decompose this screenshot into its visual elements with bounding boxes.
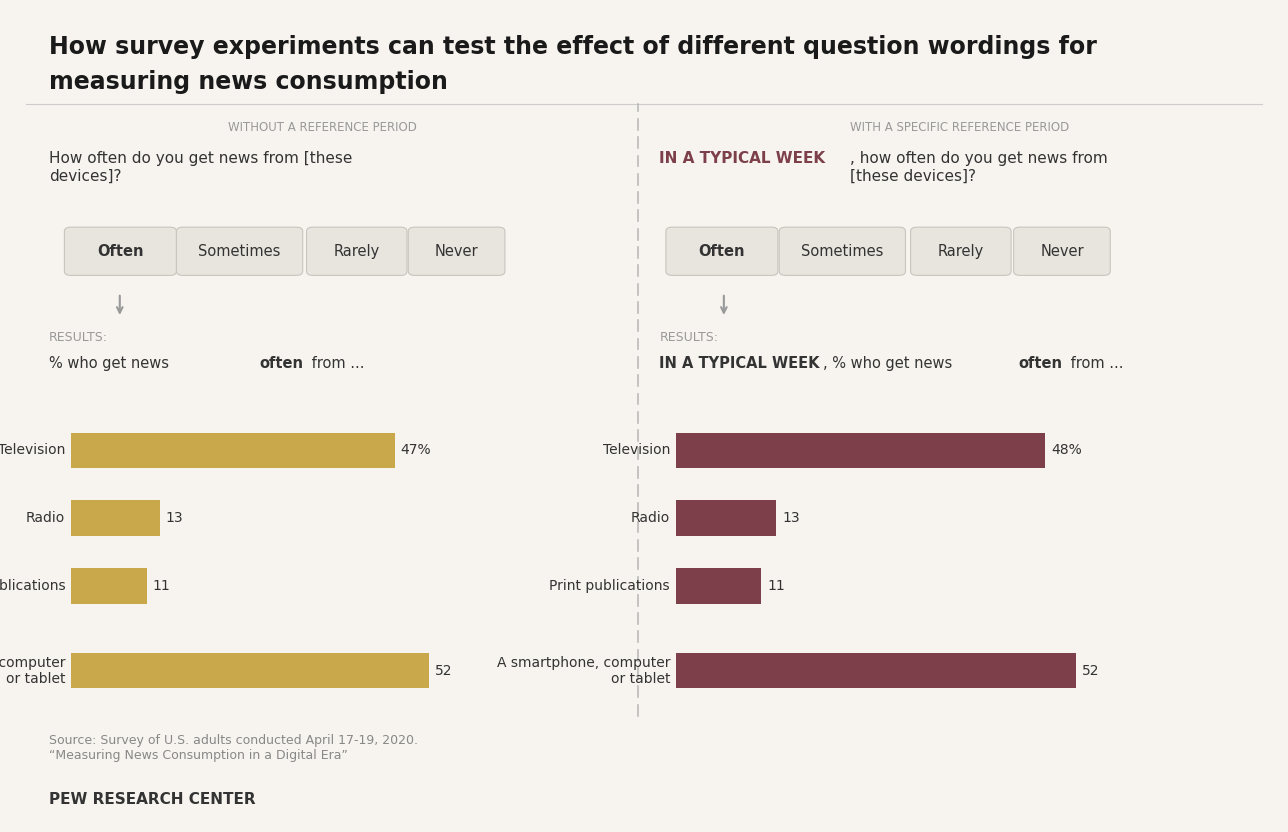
Text: % who get news: % who get news	[49, 356, 174, 371]
Text: often: often	[259, 356, 303, 371]
Text: Often: Often	[698, 244, 746, 259]
Bar	[676, 568, 761, 603]
Bar	[71, 500, 161, 536]
Text: Television: Television	[603, 443, 670, 458]
Text: , % who get news: , % who get news	[823, 356, 957, 371]
Text: 52: 52	[434, 664, 452, 678]
Text: Never: Never	[435, 244, 478, 259]
Text: 13: 13	[166, 511, 183, 525]
Text: How often do you get news from [these
devices]?: How often do you get news from [these de…	[49, 151, 353, 184]
Text: 11: 11	[766, 579, 784, 593]
FancyBboxPatch shape	[911, 227, 1011, 275]
Text: Never: Never	[1041, 244, 1083, 259]
Text: WITHOUT A REFERENCE PERIOD: WITHOUT A REFERENCE PERIOD	[228, 121, 416, 134]
Text: IN A TYPICAL WEEK: IN A TYPICAL WEEK	[659, 151, 826, 166]
Text: Rarely: Rarely	[938, 244, 984, 259]
Bar	[71, 568, 147, 603]
Text: PEW RESEARCH CENTER: PEW RESEARCH CENTER	[49, 792, 255, 807]
Text: Rarely: Rarely	[334, 244, 380, 259]
Text: Source: Survey of U.S. adults conducted April 17-19, 2020.
“Measuring News Consu: Source: Survey of U.S. adults conducted …	[49, 734, 417, 762]
Text: , how often do you get news from
[these devices]?: , how often do you get news from [these …	[850, 151, 1108, 184]
Text: 13: 13	[782, 511, 800, 525]
Bar	[676, 433, 1046, 468]
Text: RESULTS:: RESULTS:	[49, 331, 108, 344]
Text: from ...: from ...	[307, 356, 365, 371]
Text: Radio: Radio	[26, 511, 66, 525]
Text: Often: Often	[97, 244, 144, 259]
FancyBboxPatch shape	[1014, 227, 1110, 275]
FancyBboxPatch shape	[408, 227, 505, 275]
FancyBboxPatch shape	[176, 227, 303, 275]
Text: Print publications: Print publications	[550, 579, 670, 593]
Text: 48%: 48%	[1051, 443, 1082, 458]
Bar	[71, 653, 429, 688]
FancyBboxPatch shape	[64, 227, 176, 275]
Text: RESULTS:: RESULTS:	[659, 331, 719, 344]
Text: A smartphone, computer
or tablet: A smartphone, computer or tablet	[0, 656, 66, 686]
Text: 47%: 47%	[401, 443, 430, 458]
Text: from ...: from ...	[1066, 356, 1124, 371]
Bar	[71, 433, 394, 468]
Text: Print publications: Print publications	[0, 579, 66, 593]
Text: 11: 11	[152, 579, 170, 593]
Text: WITH A SPECIFIC REFERENCE PERIOD: WITH A SPECIFIC REFERENCE PERIOD	[850, 121, 1069, 134]
Text: Radio: Radio	[631, 511, 670, 525]
Text: IN A TYPICAL WEEK: IN A TYPICAL WEEK	[659, 356, 820, 371]
FancyBboxPatch shape	[307, 227, 407, 275]
Bar	[676, 653, 1077, 688]
FancyBboxPatch shape	[779, 227, 905, 275]
Text: measuring news consumption: measuring news consumption	[49, 70, 448, 94]
Text: Sometimes: Sometimes	[801, 244, 884, 259]
FancyBboxPatch shape	[666, 227, 778, 275]
Text: Television: Television	[0, 443, 66, 458]
Text: 52: 52	[1082, 664, 1100, 678]
Text: How survey experiments can test the effect of different question wordings for: How survey experiments can test the effe…	[49, 35, 1097, 59]
Bar	[676, 500, 777, 536]
Text: often: often	[1019, 356, 1063, 371]
Text: A smartphone, computer
or tablet: A smartphone, computer or tablet	[497, 656, 670, 686]
Text: Sometimes: Sometimes	[198, 244, 281, 259]
